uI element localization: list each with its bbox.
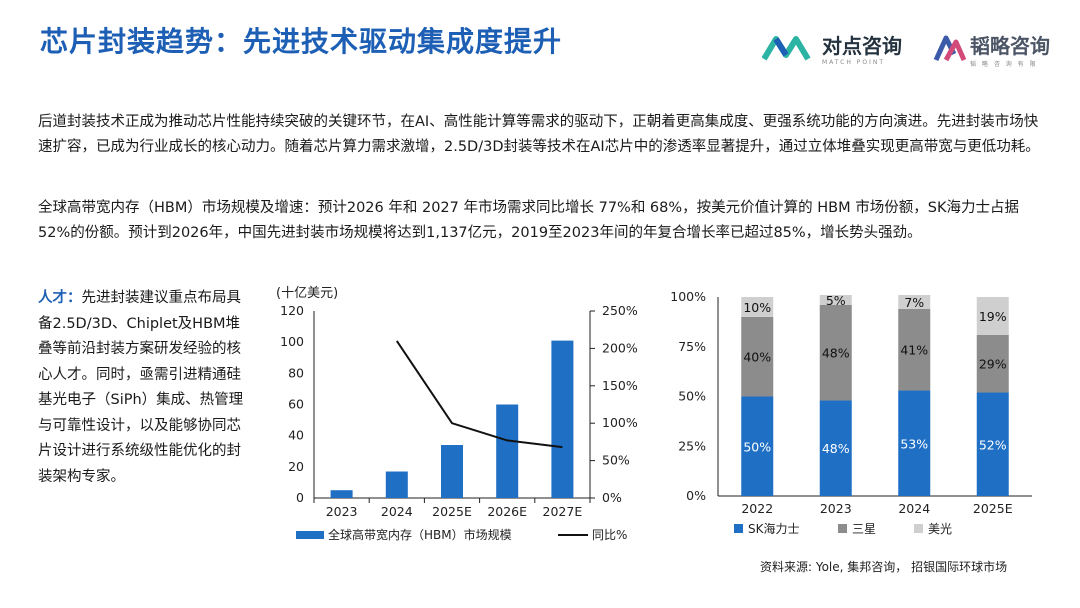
hbm-bar bbox=[330, 490, 353, 498]
legend-label: 美光 bbox=[928, 522, 952, 536]
legend-bar-swatch bbox=[296, 531, 324, 539]
share-data-label: 52% bbox=[979, 437, 1007, 452]
share-data-label: 50% bbox=[743, 439, 771, 454]
share-data-label: 48% bbox=[822, 441, 850, 456]
taolue-logo-sub: 韬 略 咨 询 有 限 bbox=[970, 61, 1038, 68]
hbm-paragraph: 全球高带宽内存（HBM）市场规模及增速：预计2026 年和 2027 年市场需求… bbox=[38, 200, 1019, 241]
share-data-label: 40% bbox=[743, 350, 771, 365]
legend-swatch bbox=[838, 524, 847, 533]
y-tick-label: 25% bbox=[678, 438, 706, 453]
share-data-label: 53% bbox=[900, 436, 928, 451]
hbm-market-chart: (十亿美元) 0 20 40 60 80 100 120 0% 50% 100% 150% 200% 25… bbox=[276, 286, 638, 542]
share-data-label: 29% bbox=[979, 357, 1007, 372]
unit-label: (十亿美元) bbox=[276, 286, 338, 301]
y2-tick-label: 150% bbox=[602, 378, 638, 393]
x-tick-label: 2023 bbox=[326, 504, 358, 519]
y2-tick-label: 100% bbox=[602, 415, 638, 430]
talent-paragraph: 人才：先进封装建议重点布局具备2.5D/3D、Chiplet及HBM堆叠等前沿封… bbox=[38, 286, 246, 490]
y-tick-label: 100% bbox=[670, 289, 706, 304]
share-bar-segment bbox=[819, 295, 852, 305]
share-bar-segment bbox=[976, 392, 1009, 496]
share-bar-segment bbox=[741, 316, 774, 397]
share-bar-segment bbox=[741, 396, 774, 496]
hbm-bar bbox=[551, 340, 574, 498]
share-data-label: 7% bbox=[904, 295, 924, 310]
share-data-label: 41% bbox=[900, 343, 928, 358]
share-data-label: 5% bbox=[826, 293, 846, 308]
match-point-logo-sub: MATCH POINT bbox=[822, 59, 886, 66]
y2-tick-label: 50% bbox=[602, 453, 630, 468]
y-tick-label: 60 bbox=[288, 397, 304, 412]
taolue-logo-name: 韬略咨询 bbox=[970, 34, 1050, 58]
taolue-logo-icon bbox=[933, 35, 966, 62]
y-tick-label: 40 bbox=[288, 428, 304, 443]
x-tick-label: 2025E bbox=[973, 501, 1013, 516]
share-bar-segment bbox=[898, 295, 931, 309]
share-bar-segment bbox=[976, 297, 1009, 335]
legend-label: 三星 bbox=[852, 522, 876, 536]
x-tick-label: 2025E bbox=[432, 504, 472, 519]
legend-bar-label: 全球高带宽内存（HBM）市场规模 bbox=[328, 527, 512, 542]
match-point-logo: 对点咨询 MATCH POINT bbox=[762, 30, 902, 66]
share-bar-segment bbox=[898, 390, 931, 496]
y-tick-label: 100 bbox=[280, 334, 304, 349]
hbm-share-chart: 0% 25% 50% 75% 100% 50% 40% 10% 2022 48% 48% 5% 2023… bbox=[670, 289, 1032, 536]
hbm-bar bbox=[496, 404, 519, 498]
y-tick-label: 75% bbox=[678, 339, 706, 354]
share-data-label: 19% bbox=[979, 309, 1007, 324]
share-data-label: 48% bbox=[822, 346, 850, 361]
page-title: 芯片封装趋势：先进技术驱动集成度提升 bbox=[40, 25, 563, 58]
hbm-bar bbox=[441, 445, 463, 498]
share-bar-segment bbox=[898, 308, 931, 391]
y-tick-label: 20 bbox=[288, 459, 304, 474]
talent-label: 人才： bbox=[38, 290, 82, 306]
yoy-line bbox=[395, 340, 563, 449]
y2-tick-label: 200% bbox=[602, 340, 638, 355]
x-tick-label: 2027E bbox=[543, 504, 583, 519]
y-tick-label: 80 bbox=[288, 365, 304, 380]
share-bar-segment bbox=[741, 297, 774, 317]
legend-label: SK海力士 bbox=[748, 521, 800, 536]
share-data-label: 10% bbox=[743, 300, 771, 315]
share-bar-segment bbox=[819, 304, 852, 401]
taolue-logo: 韬略咨询 韬 略 咨 询 有 限 bbox=[932, 30, 1050, 68]
share-bar-segment bbox=[976, 334, 1009, 393]
x-tick-label: 2024 bbox=[898, 501, 930, 516]
hbm-bar bbox=[385, 471, 408, 498]
match-point-logo-name: 对点咨询 bbox=[822, 34, 902, 58]
x-tick-label: 2026E bbox=[487, 504, 527, 519]
intro-paragraph: 后道封装技术正成为推动芯片性能持续突破的关键环节，在AI、高性能计算等需求的驱动… bbox=[38, 114, 1040, 155]
legend-swatch bbox=[734, 524, 743, 533]
y-tick-label: 0 bbox=[296, 490, 304, 505]
y-tick-label: 0% bbox=[686, 488, 706, 503]
legend-line-label: 同比% bbox=[592, 528, 627, 542]
share-bar-segment bbox=[819, 400, 852, 496]
legend-swatch bbox=[914, 524, 923, 533]
x-tick-label: 2022 bbox=[741, 501, 773, 516]
x-tick-label: 2023 bbox=[820, 501, 852, 516]
y2-tick-label: 0% bbox=[602, 490, 622, 505]
talent-text: 先进封装建议重点布局具备2.5D/3D、Chiplet及HBM堆叠等前沿封装方案… bbox=[38, 290, 244, 485]
y-tick-label: 50% bbox=[678, 389, 706, 404]
y-tick-label: 120 bbox=[280, 303, 304, 318]
y2-tick-label: 250% bbox=[602, 303, 638, 318]
source-note: 资料来源: Yole, 集邦咨询， 招银国际环球市场 bbox=[760, 560, 1008, 574]
x-tick-label: 2024 bbox=[381, 504, 413, 519]
match-point-logo-icon bbox=[762, 36, 811, 61]
